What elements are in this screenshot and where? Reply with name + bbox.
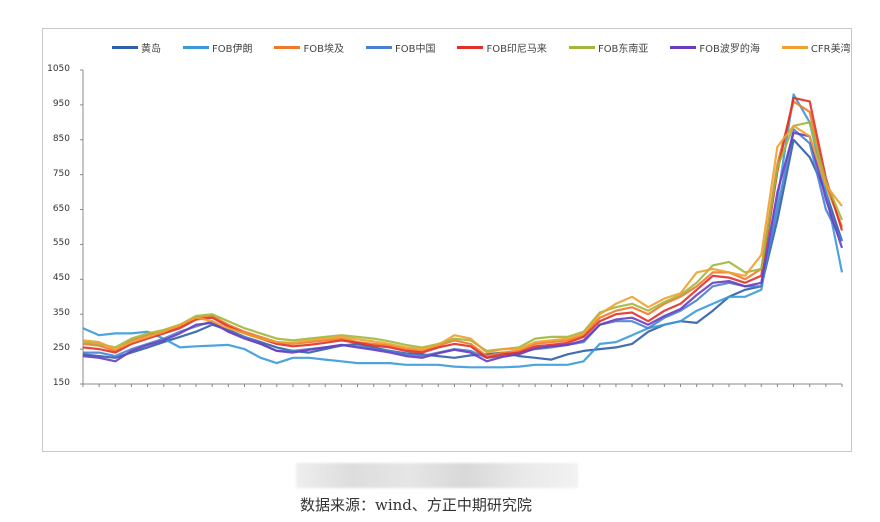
- legend-line-swatch-icon: [274, 46, 301, 49]
- series-line: [82, 96, 844, 359]
- legend-label: FOB印尼马来: [486, 44, 547, 55]
- legend-line-swatch-icon: [457, 46, 484, 49]
- legend-line-swatch-icon: [568, 46, 595, 49]
- legend-item: 黄岛: [112, 40, 161, 55]
- series-line: [82, 124, 843, 354]
- legend-label: FOB埃及: [303, 44, 344, 55]
- chart-legend: 黄岛 FOB伊朗 FOB埃及 FOB中国 FOB印尼马来 FOB东南亚 FOB波罗的海 CFR…: [112, 40, 873, 55]
- series-line: [82, 121, 844, 352]
- legend-item: FOB伊朗: [183, 40, 252, 55]
- legend-line-swatch-icon: [112, 46, 138, 49]
- y-tick-label: 550: [52, 238, 70, 249]
- legend-label: FOB伊朗: [212, 44, 253, 55]
- watermark-blur: [296, 463, 578, 488]
- series-line: [83, 128, 843, 359]
- legend-line-swatch-icon: [781, 46, 808, 49]
- y-tick-label: 350: [52, 308, 70, 319]
- series-line: [82, 131, 844, 363]
- y-tick-label: 950: [52, 98, 70, 109]
- y-tick-label: 450: [52, 273, 70, 284]
- legend-item: CFR美湾: [781, 40, 851, 55]
- legend-line-swatch-icon: [670, 46, 697, 49]
- legend-label: CFR美湾: [810, 44, 851, 55]
- chart-frame: [42, 28, 852, 452]
- legend-item: FOB波罗的海: [670, 40, 760, 55]
- y-tick-label: 1050: [47, 64, 70, 74]
- legend-label: FOB东南亚: [597, 44, 649, 55]
- source-caption: 数据来源：wind、方正中期研究院: [300, 496, 532, 514]
- legend-label: FOB中国: [394, 44, 436, 55]
- legend-item: FOB埃及: [274, 40, 344, 55]
- legend-line-swatch-icon: [183, 46, 209, 49]
- y-tick-label: 250: [52, 343, 70, 354]
- y-tick-label: 650: [52, 203, 70, 214]
- series-line: [82, 93, 844, 369]
- legend-item: FOB印尼马来: [457, 40, 547, 55]
- y-tick-label: 850: [52, 133, 70, 144]
- series-line: [82, 100, 844, 358]
- legend-label: FOB波罗的海: [699, 44, 760, 55]
- y-tick-label: 150: [52, 378, 70, 388]
- series-line: [82, 138, 844, 361]
- x-axis-labels: [83, 390, 843, 445]
- legend-line-swatch-icon: [365, 46, 392, 49]
- legend-item: FOB东南亚: [568, 40, 649, 55]
- legend-item: FOB中国: [365, 40, 436, 55]
- legend-label: 黄岛: [141, 44, 161, 55]
- y-tick-label: 750: [52, 168, 70, 179]
